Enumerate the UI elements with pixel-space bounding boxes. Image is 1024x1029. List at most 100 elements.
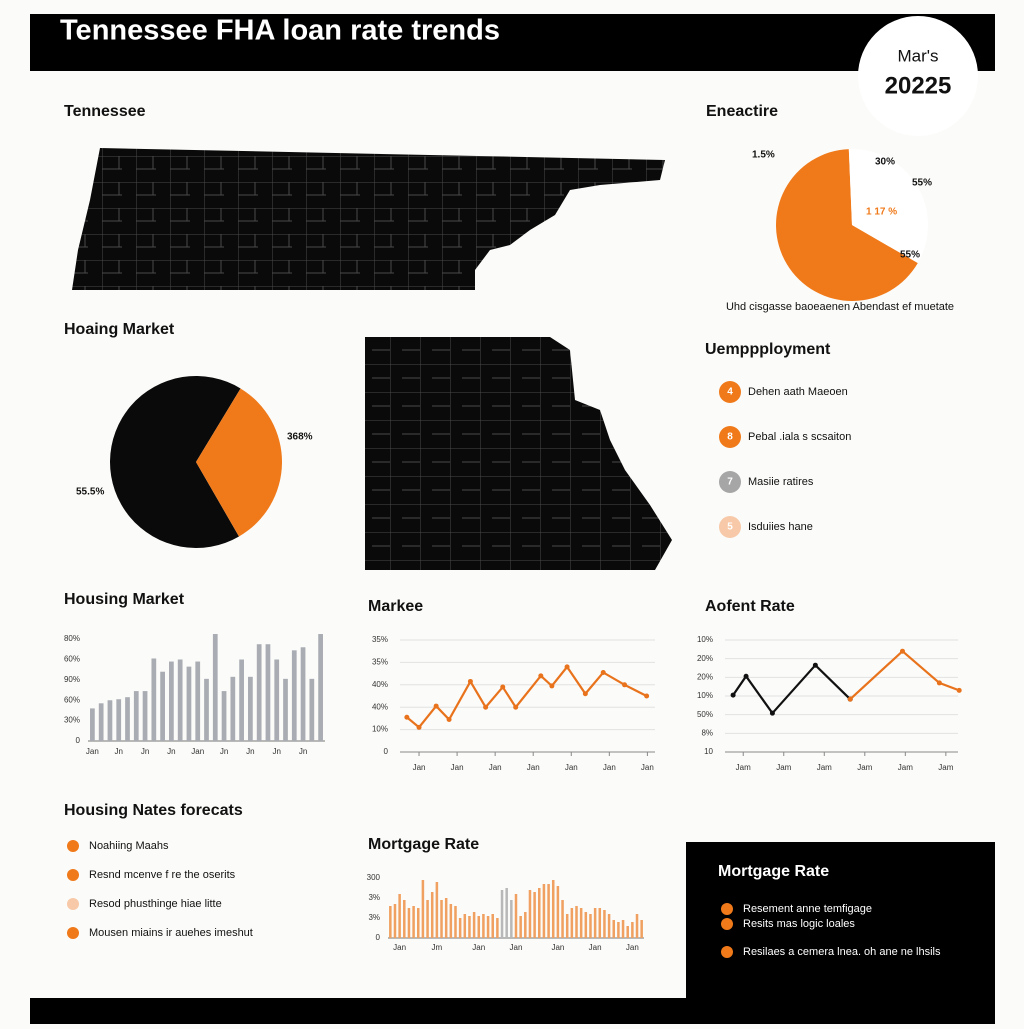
bar [133,691,139,741]
bar [505,888,508,938]
line-point [743,673,749,679]
x-tick-label: Jam [898,763,913,772]
y-tick-label: 3% [368,913,380,922]
y-tick-label: 35% [372,658,388,667]
bar [435,882,439,938]
bar [195,661,201,741]
x-tick-label: Jan [626,943,639,952]
bar [421,880,425,938]
bar [500,890,504,938]
header-bar [30,14,995,71]
chart-title: Eneactire [706,103,778,120]
bar [239,659,244,741]
line-point [644,693,650,699]
bar [621,920,625,938]
bar [640,920,643,938]
x-tick-label: Jan [451,763,464,772]
line-point [956,687,962,693]
bar [547,884,550,938]
list-label: Pebal .iala s scsaiton [748,431,851,443]
bar [458,918,462,938]
pie-annotation: 1 17 % [866,207,897,218]
y-tick-label: 3% [368,893,380,902]
bar [565,914,569,938]
bar [291,650,297,741]
bar [524,912,527,938]
line-point [847,696,853,702]
line-point [549,683,555,689]
y-tick-label: 10 [704,747,713,756]
x-tick-label: Jan [191,747,204,756]
line-point [416,724,422,730]
bar [514,894,518,938]
bar [398,894,401,938]
bar [468,916,471,938]
bar [528,890,532,938]
x-tick-label: Jn [272,747,280,756]
x-tick-label: Jn [299,747,307,756]
list-label: Resement anne temfigage [743,903,872,915]
y-tick-label: 20% [697,672,713,681]
bar [561,900,564,938]
bar [612,920,616,938]
bar [510,900,513,938]
list-bullet [721,903,733,915]
bar [116,699,122,741]
map-title: Tennessee [64,103,146,120]
tennessee-map [72,148,665,290]
line-point [730,692,736,698]
badge-month: Mar's [897,46,938,65]
list-label: Isduiies hane [748,521,813,533]
date-badge [858,16,978,136]
list-bullet [67,840,79,852]
bar [579,908,583,938]
x-tick-label: Jam [817,763,832,772]
bar [593,908,597,938]
bar [491,914,494,938]
line-point [483,704,489,710]
y-tick-label: 300 [367,873,381,882]
bar [626,926,629,938]
bar [589,914,592,938]
list-bullet [719,471,741,493]
x-tick-label: Jan [527,763,540,772]
x-tick-label: Jam [776,763,791,772]
y-tick-label: 60% [64,655,80,664]
line-point [433,703,439,709]
line-point [446,717,452,723]
y-tick-label: 80% [64,634,80,643]
bar [169,661,174,741]
x-tick-label: Jam [857,763,872,772]
bar [256,644,262,741]
line-point [538,673,544,679]
bar [403,900,406,938]
line-point [812,662,818,668]
x-tick-label: Jn [220,747,228,756]
list-label: Resilaes a cemera lnea. oh ane ne lhsils [743,946,941,958]
x-tick-label: Jan [551,943,564,952]
bar [482,914,485,938]
pie-annotation: 1.5% [752,150,775,161]
bar [440,900,443,938]
list-bullet [67,898,79,910]
bar [212,634,218,741]
list-bullet [721,918,733,930]
bar [274,659,280,741]
line [849,649,960,700]
bar [449,904,453,938]
y-tick-label: 0 [76,736,81,745]
list-label: Mousen miains ir auehes imeshut [89,927,253,939]
bar [204,678,209,741]
county-map [365,337,672,570]
pie-annotation: 55% [900,250,920,261]
bar [538,888,541,938]
y-tick-label: 40% [372,702,388,711]
x-tick-label: Jam [736,763,751,772]
bar [598,908,602,938]
bar [265,644,271,741]
list-title: Mortgage Rate [718,863,829,880]
pie-slice [775,149,918,301]
y-tick-label: 35% [372,635,388,644]
list-number: 7 [727,477,733,488]
y-tick-label: 50% [697,710,713,719]
